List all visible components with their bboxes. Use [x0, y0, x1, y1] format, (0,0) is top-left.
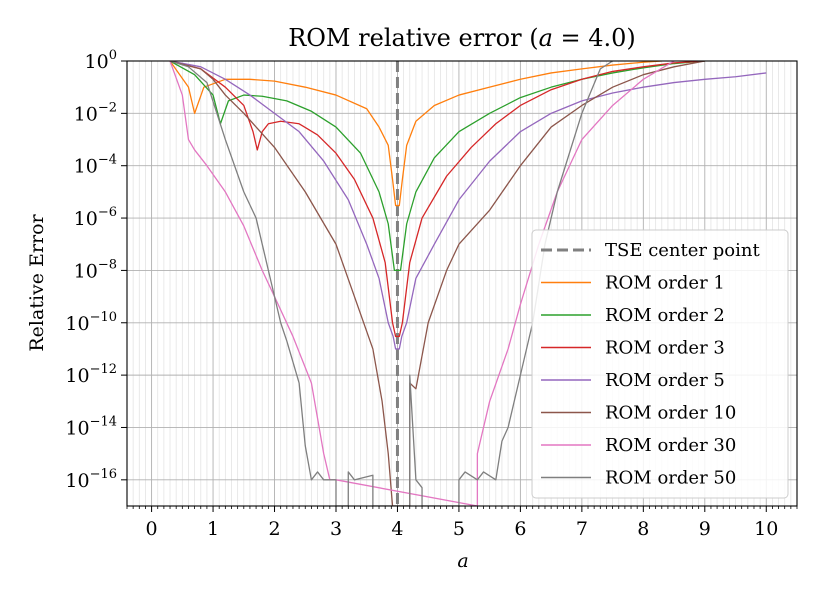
y-tick-exponent: −2 — [98, 100, 117, 115]
chart-title-suffix: = 4.0) — [553, 24, 636, 52]
series-line-2 — [169, 61, 705, 272]
x-tick-label: 3 — [330, 518, 342, 540]
legend-label: ROM order 50 — [605, 468, 736, 489]
series-line-3 — [169, 61, 705, 338]
series-line-5 — [169, 61, 705, 506]
y-tick-label: 10−14 — [65, 414, 117, 439]
legend-label: ROM order 30 — [605, 435, 736, 456]
legend-label: ROM order 10 — [605, 403, 736, 424]
chart-title-prefix: ROM relative error ( — [288, 24, 538, 52]
chart-title-var: a — [539, 24, 553, 52]
legend: TSE center point ROM order 1 ROM order 2 RO… — [531, 229, 789, 499]
y-tick-exponent: 0 — [109, 48, 117, 63]
x-tick-label: 8 — [637, 518, 649, 540]
x-axis-label: a — [457, 550, 468, 572]
chart-title: ROM relative error (a = 4.0) — [288, 24, 636, 52]
y-tick-label: 10−2 — [74, 100, 117, 125]
y-tick-base: 10 — [65, 365, 89, 387]
y-tick-exponent: −4 — [98, 153, 117, 168]
legend-label: ROM order 1 — [605, 273, 725, 294]
legend-label: ROM order 2 — [605, 305, 725, 326]
y-tick-base: 10 — [85, 51, 109, 73]
y-tick-base: 10 — [74, 156, 98, 178]
legend-label: ROM order 3 — [605, 338, 725, 359]
y-tick-exponent: −8 — [98, 257, 117, 272]
y-tick-base: 10 — [74, 208, 98, 230]
series-line-4 — [169, 61, 767, 350]
legend-label: ROM order 5 — [605, 370, 725, 391]
legend-box — [531, 229, 789, 499]
y-tick-label: 10−16 — [65, 467, 117, 492]
x-tick-label: 10 — [754, 518, 778, 540]
y-tick-base: 10 — [74, 260, 98, 282]
y-tick-label: 100 — [85, 48, 117, 73]
y-tick-label: 10−6 — [74, 205, 117, 230]
x-tick-label: 7 — [576, 518, 588, 540]
y-tick-exponent: −6 — [98, 205, 117, 220]
y-tick-base: 10 — [65, 417, 89, 439]
x-tick-label: 1 — [207, 518, 219, 540]
plot-frame — [126, 60, 798, 507]
x-tick-label: 2 — [268, 518, 280, 540]
series-line-7 — [169, 61, 613, 506]
y-tick-exponent: −12 — [90, 362, 117, 377]
y-tick-label: 10−10 — [65, 310, 117, 335]
x-tick-label: 9 — [699, 518, 711, 540]
y-tick-label: 10−4 — [74, 153, 117, 178]
x-tick-label: 0 — [146, 518, 158, 540]
y-axis-label: Relative Error — [26, 213, 48, 351]
x-tick-label: 5 — [453, 518, 465, 540]
axes: 0 1 2 3 4 5 6 7 8 9 1010010−210−410−610−810−1010−1… — [65, 48, 798, 540]
y-tick-label: 10−8 — [74, 257, 117, 282]
x-tick-label: 4 — [391, 518, 403, 540]
y-tick-base: 10 — [65, 313, 89, 335]
series-line-1 — [169, 61, 662, 207]
y-tick-exponent: −10 — [90, 310, 117, 325]
y-tick-exponent: −16 — [90, 467, 117, 482]
y-tick-base: 10 — [65, 470, 89, 492]
legend-label: TSE center point — [605, 240, 760, 261]
y-tick-base: 10 — [74, 103, 98, 125]
x-tick-label: 6 — [514, 518, 526, 540]
y-tick-exponent: −14 — [90, 414, 117, 429]
series-group — [169, 61, 767, 506]
y-tick-label: 10−12 — [65, 362, 117, 387]
